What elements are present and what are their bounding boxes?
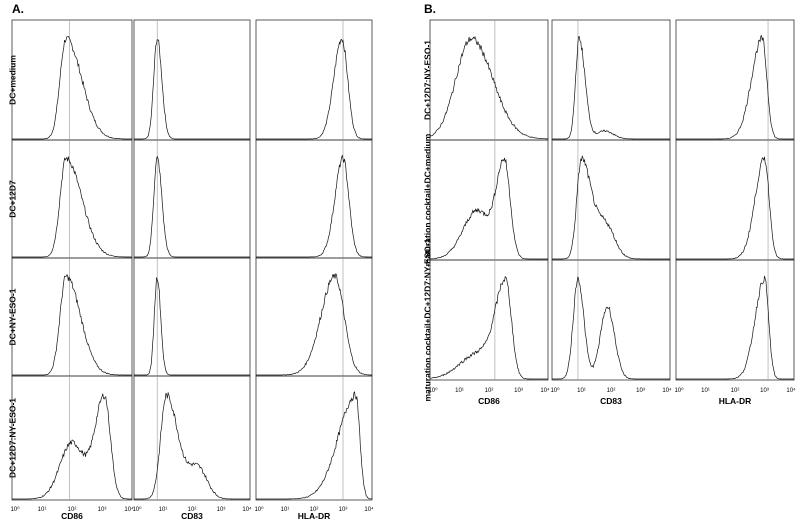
histogram-curve (256, 390, 373, 500)
panel-label: A. (12, 2, 24, 16)
histogram-curve (676, 34, 794, 140)
row-label: DC+12D7 (7, 180, 17, 218)
row-label: DC+12D7:NY-ESO-1 (422, 40, 432, 120)
histogram-curve (134, 155, 250, 258)
histogram-curve (552, 35, 670, 140)
panel-label: B. (424, 2, 436, 16)
x-tick-label: 10⁴ (540, 387, 550, 394)
x-tick-label: 10¹ (159, 507, 168, 513)
column-label: HLA-DR (298, 511, 331, 521)
histogram-frame (133, 375, 251, 501)
histogram-curve (676, 156, 794, 260)
x-tick-label: 10² (607, 388, 616, 394)
histogram-curve (552, 276, 670, 380)
histogram-frame (551, 259, 671, 381)
x-tick-label: 10² (310, 507, 319, 513)
column-label: HLA-DR (719, 396, 752, 406)
histogram-frame (11, 375, 133, 501)
histogram-curve (256, 273, 373, 376)
x-tick-label: 10³ (636, 388, 645, 394)
x-tick-label: 10³ (217, 507, 226, 513)
x-tick-label: 10³ (514, 388, 523, 394)
x-tick-label: 10⁰ (10, 506, 20, 513)
x-tick-label: 10³ (98, 507, 107, 513)
column-label: CD86 (61, 511, 83, 521)
row-label: DC+NY-ESO-1 (7, 288, 17, 345)
x-tick-label: 10⁰ (550, 387, 560, 394)
x-tick-label: 10⁰ (254, 506, 264, 513)
histogram-frame (429, 259, 549, 381)
row-label: maturation cocktail+DC+12D7:NY-ESO-1 (422, 238, 432, 401)
histogram-curve (430, 275, 548, 380)
x-tick-label: 10⁰ (428, 387, 438, 394)
x-tick-label: 10⁰ (132, 506, 142, 513)
row-label: DC+medium (7, 55, 17, 105)
x-tick-label: 10¹ (701, 388, 710, 394)
histogram-curve (676, 275, 794, 380)
histogram-curve (429, 36, 549, 140)
x-tick-label: 10³ (760, 388, 769, 394)
x-tick-label: 10¹ (455, 388, 464, 394)
histogram-curve (134, 391, 250, 500)
column-label: CD86 (478, 396, 500, 406)
histogram-curve (12, 393, 132, 500)
histogram-curve (256, 154, 372, 258)
row-label: maturation cocktail+DC+medium (422, 133, 432, 266)
column-label: CD83 (181, 511, 203, 521)
histogram-curve (12, 35, 133, 140)
x-tick-label: 10¹ (281, 507, 290, 513)
x-tick-label: 10⁴ (124, 506, 134, 513)
histogram-curve (12, 156, 132, 258)
x-tick-label: 10⁴ (364, 506, 374, 513)
x-tick-label: 10⁰ (674, 387, 684, 394)
histogram-curve (552, 155, 670, 260)
histogram-curve (256, 39, 372, 140)
x-tick-label: 10² (731, 388, 740, 394)
column-label: CD83 (600, 396, 622, 406)
x-tick-label: 10⁴ (662, 387, 672, 394)
x-tick-label: 10² (188, 507, 197, 513)
histogram-frame (255, 375, 373, 501)
histogram-frame (675, 259, 795, 381)
x-tick-label: 10¹ (38, 507, 47, 513)
histogram-curve (134, 38, 250, 140)
x-tick-label: 10² (485, 388, 494, 394)
histogram-curve (12, 274, 132, 376)
x-tick-label: 10³ (339, 507, 348, 513)
x-tick-label: 10² (68, 507, 77, 513)
row-label: DC+12D7:NY-ESO-1 (7, 398, 17, 478)
histogram-curve (430, 157, 548, 260)
x-tick-label: 10⁴ (242, 506, 252, 513)
x-tick-label: 10⁴ (786, 387, 796, 394)
histogram-curve (134, 277, 250, 376)
x-tick-label: 10¹ (577, 388, 586, 394)
